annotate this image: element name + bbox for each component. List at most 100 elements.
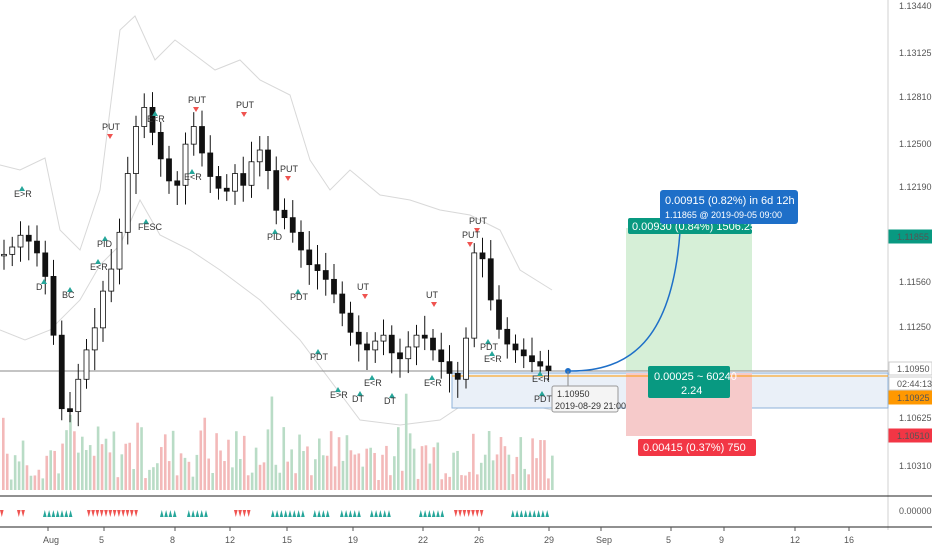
price-tick-label: 1.10310 <box>899 461 932 471</box>
indicator-triangle <box>112 510 117 517</box>
signal-triangle <box>489 351 495 356</box>
volume-bar <box>365 448 368 490</box>
indicator-triangle <box>325 510 330 517</box>
candle-body <box>174 180 181 186</box>
price-tick-label: 1.11560 <box>899 277 931 287</box>
volume-bar <box>353 454 357 490</box>
indicator-triangle <box>301 510 305 517</box>
volume-bar <box>2 417 5 490</box>
volume-bar <box>499 437 503 490</box>
indicator-triangle <box>55 510 60 517</box>
volume-bar <box>33 475 37 490</box>
volume-bar <box>483 454 487 490</box>
signal-triangle <box>152 111 158 116</box>
signal-label: E<R <box>484 354 502 364</box>
volume-bar <box>440 479 444 490</box>
volume-bar <box>448 476 451 490</box>
volume-bar <box>393 456 396 490</box>
long-position-tool[interactable] <box>0 228 889 436</box>
signal-label: PDT <box>290 292 309 302</box>
volume-bar <box>227 439 230 490</box>
indicator-triangle <box>511 510 515 517</box>
volume-bar <box>535 458 538 490</box>
volume-bar <box>274 464 278 490</box>
volume-bar <box>286 461 289 490</box>
volume-bar <box>167 461 171 490</box>
indicator-triangle <box>427 510 432 517</box>
volume-bar <box>476 474 479 490</box>
candle-body <box>413 334 420 348</box>
projection-line2: 1.11865 @ 2019-09-05 09:00 <box>665 210 782 220</box>
price-tag-bg <box>888 361 932 376</box>
candle-body <box>463 337 469 380</box>
volume-bar <box>25 465 29 490</box>
indicator-triangle <box>117 510 121 517</box>
volume-bar <box>381 454 384 490</box>
candle-body <box>100 290 106 329</box>
candle-body <box>232 173 238 192</box>
signal-label: E<R <box>90 262 108 272</box>
signal-label: PUT <box>188 95 207 105</box>
indicator-triangle <box>296 510 301 517</box>
candle-body <box>17 234 24 248</box>
entry-label[interactable]: 0.00025 ~ 60240 2.24 <box>648 366 737 398</box>
candle-body <box>281 209 288 219</box>
price-tag-bg <box>888 229 932 244</box>
price-tick-label: 1.12190 <box>899 182 932 192</box>
indicator-triangle <box>458 510 462 517</box>
indicator-triangle <box>357 510 361 517</box>
volume-bar <box>290 449 293 490</box>
volume-bar <box>45 455 49 490</box>
time-tick-label: 12 <box>225 535 235 545</box>
price-tooltip: 1.10950 2019-08-29 21:00 <box>551 371 626 413</box>
volume-bar <box>420 446 424 490</box>
time-tick-label: Aug <box>43 535 59 545</box>
indicator-triangle <box>47 510 51 517</box>
indicator-triangle <box>121 510 125 517</box>
volume-bar <box>100 444 104 490</box>
price-tick-label: 1.10625 <box>899 413 932 423</box>
time-tick-label: 8 <box>170 535 175 545</box>
volume-bar <box>73 431 76 490</box>
volume-bar <box>61 443 64 490</box>
volume-bar <box>242 435 246 490</box>
candle-body <box>108 268 115 292</box>
volume-bar <box>69 414 72 490</box>
candle-body <box>397 352 403 360</box>
indicator-triangle <box>108 510 113 517</box>
volume-bar <box>219 450 222 490</box>
candle-body <box>157 131 164 160</box>
stop-label[interactable]: 0.00415 (0.37%) 750 <box>638 439 756 456</box>
volume-bar <box>41 478 45 490</box>
volume-bar <box>187 461 191 490</box>
indicator-triangle <box>387 510 391 517</box>
signal-triangle <box>285 176 291 181</box>
projection-label[interactable]: 0.00915 (0.82%) in 6d 12h 1.11865 @ 2019… <box>660 190 798 224</box>
volume-bar <box>144 478 147 490</box>
candle-body <box>207 152 214 177</box>
signal-label: E>R <box>330 390 348 400</box>
volume-bar <box>345 435 349 490</box>
signal-label: E>R <box>14 189 32 199</box>
candle-body <box>347 312 354 333</box>
price-tick-label: 0.00000 <box>899 506 932 516</box>
time-tick-label: 9 <box>719 535 724 545</box>
candle-body <box>75 378 82 413</box>
volume-bar <box>424 445 428 490</box>
indicator-triangle <box>374 510 378 517</box>
volume-bar <box>148 469 151 490</box>
price-tick-labels: 1.13440 1.13125 1.12810 1.12500 1.12190 1.115… <box>899 1 932 516</box>
volume-bar <box>282 427 286 490</box>
volume-bar <box>53 450 56 490</box>
candle-body <box>537 361 544 367</box>
price-tag-bg <box>888 428 932 443</box>
volume-bar <box>96 426 100 490</box>
indicator-triangle <box>471 510 475 517</box>
volume-bar <box>5 453 9 490</box>
volume-bar <box>179 453 183 490</box>
volume-bar <box>325 455 329 490</box>
signal-label: E<R <box>147 114 165 124</box>
volume-bar <box>357 453 361 490</box>
candle-body <box>487 258 494 301</box>
